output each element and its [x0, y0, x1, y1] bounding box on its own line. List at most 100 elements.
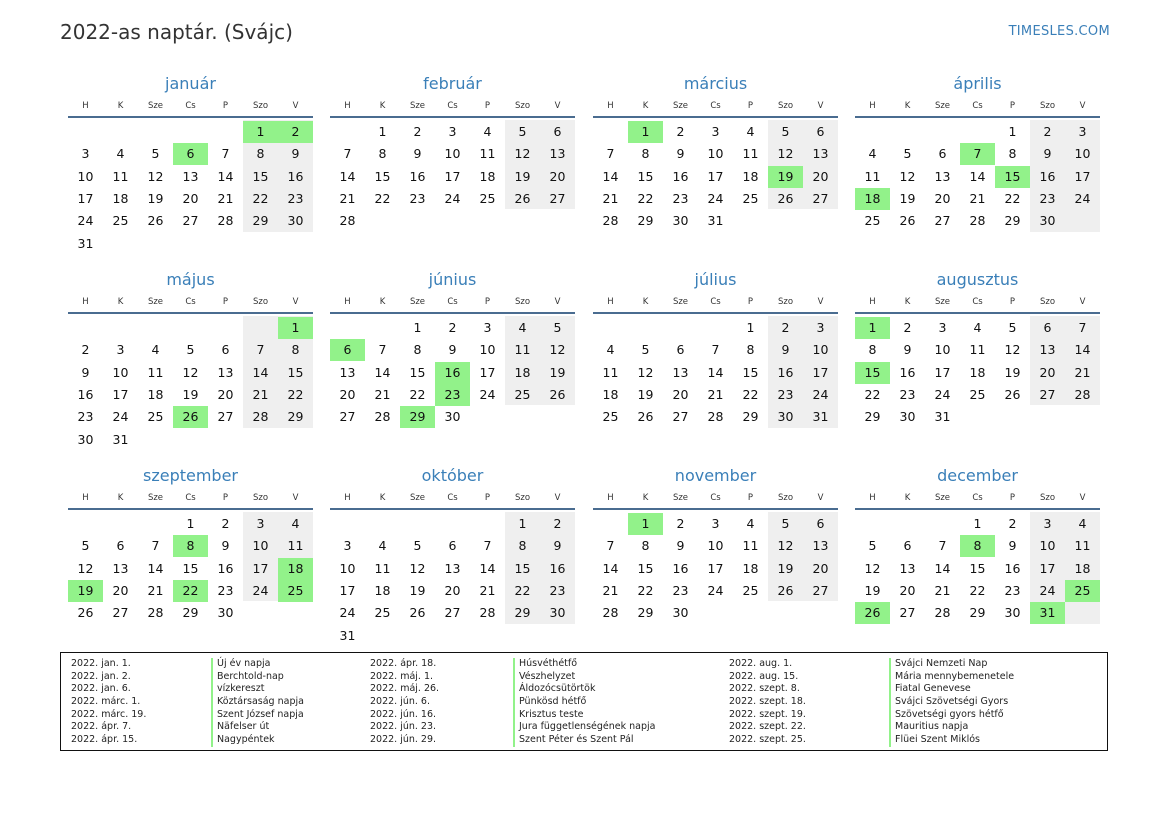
weekday-header: K — [904, 297, 911, 307]
calendar-day: 18 — [147, 386, 164, 402]
weekday-header: Sze — [409, 297, 426, 307]
calendar-day: 15 — [182, 560, 199, 576]
weekday-header: H — [607, 101, 614, 111]
calendar-day: 9 — [291, 146, 300, 162]
site-link[interactable]: TIMESLES.COM — [1008, 24, 1110, 39]
calendar-day: 23 — [287, 190, 304, 206]
header-rule — [855, 312, 1100, 314]
calendar-day: 10 — [77, 168, 94, 184]
calendar-day: 14 — [252, 364, 269, 380]
weekday-header: V — [817, 297, 824, 307]
month-name: december — [937, 466, 1018, 485]
weekday-header: Cs — [710, 297, 721, 307]
weekend-shade — [505, 316, 575, 406]
legend-date: 2022. máj. 1. — [370, 670, 434, 682]
header-rule — [68, 116, 313, 118]
calendar-day: 17 — [479, 364, 496, 380]
calendar-day: 16 — [1004, 560, 1021, 576]
calendar-day: 1 — [378, 124, 387, 139]
calendar-day: 24 — [934, 386, 951, 402]
weekday-header: Szo — [1039, 101, 1056, 111]
holiday-day: 29 — [400, 406, 435, 429]
weekday-header: H — [869, 493, 876, 503]
weekday-header: K — [379, 493, 386, 503]
calendar-day: 13 — [444, 560, 461, 576]
calendar-day: 12 — [777, 146, 794, 162]
calendar-day: 28 — [252, 409, 269, 425]
calendar-day: 12 — [549, 342, 566, 358]
legend-holiday-name: Szent József napja — [211, 708, 304, 722]
calendar-day: 7 — [378, 342, 387, 358]
weekday-header: V — [817, 101, 824, 111]
legend-names: Új év napja Berchtold-nap vízkereszt Köztár… — [211, 658, 304, 747]
weekday-header: H — [82, 493, 89, 503]
month-január: január H K Sze Cs P Szo V 1 2 3 4 5 6 7 8 9 10 11 12 13 14 15 1… — [68, 74, 313, 259]
calendar-day: 30 — [444, 409, 461, 425]
weekend-shade — [1030, 316, 1100, 406]
month-name: január — [165, 74, 216, 93]
weekday-header: K — [904, 493, 911, 503]
holiday-day: 18 — [278, 557, 313, 580]
calendar-day: 26 — [1004, 386, 1021, 402]
legend-date: 2022. jún. 23. — [370, 721, 437, 733]
calendar-day: 25 — [147, 409, 164, 425]
weekend-shade — [1030, 120, 1100, 232]
calendar-day: 9 — [1008, 538, 1017, 554]
calendar-day: 19 — [409, 582, 426, 598]
weekday-header: Cs — [972, 493, 983, 503]
calendar-day: 26 — [147, 213, 164, 229]
calendar-day: 16 — [217, 560, 234, 576]
weekday-header: Cs — [710, 493, 721, 503]
weekend-shade — [768, 512, 838, 602]
calendar-day: 22 — [287, 386, 304, 402]
holiday-day: 19 — [768, 165, 803, 188]
legend-holiday-name: Köztársaság napja — [211, 696, 304, 709]
calendar-day: 21 — [252, 386, 269, 402]
legend-dates: 2022. aug. 1. 2022. aug. 15. 2022. szept. … — [729, 658, 806, 747]
calendar-day: 28 — [147, 605, 164, 621]
calendar-day: 14 — [969, 168, 986, 184]
calendar-day: 23 — [549, 582, 566, 598]
month-november: november H K Sze Cs P Szo V 1 2 3 4 5 6 7 8 9 10 11 12 13 14 1… — [593, 466, 838, 651]
calendar-day: 11 — [602, 364, 619, 380]
calendar-day: 13 — [1039, 342, 1056, 358]
legend-dates: 2022. jan. 1. 2022. jan. 2. 2022. jan. 6. 2… — [71, 658, 146, 747]
calendar-day: 5 — [868, 538, 877, 554]
calendar-day: 25 — [969, 386, 986, 402]
weekday-header: Sze — [147, 297, 164, 307]
calendar-day: 7 — [221, 146, 230, 162]
month-name: június — [428, 270, 477, 289]
calendar-day: 20 — [812, 560, 829, 576]
calendar-day: 23 — [899, 386, 916, 402]
legend-date: 2022. máj. 26. — [370, 683, 440, 695]
calendar-day: 24 — [812, 386, 829, 402]
calendar-day: 28 — [934, 605, 951, 621]
weekday-header: H — [869, 101, 876, 111]
calendar-day: 9 — [676, 146, 685, 162]
calendar-day: 7 — [606, 538, 615, 554]
calendar-day: 12 — [147, 168, 164, 184]
calendar-day: 31 — [77, 235, 94, 251]
calendar-day: 21 — [217, 190, 234, 206]
weekday-header: P — [747, 101, 754, 111]
month-name: november — [674, 466, 757, 485]
calendar-day: 4 — [483, 124, 492, 139]
header-rule — [330, 508, 575, 510]
calendar-day: 18 — [514, 364, 531, 380]
month-október: október H K Sze Cs P Szo V 1 2 3 4 5 6 7 8 9 10 11 12 13 14 15… — [330, 466, 575, 651]
calendar-day: 9 — [781, 342, 790, 358]
holiday-day: 1 — [855, 317, 890, 339]
holiday-day: 1 — [243, 121, 278, 143]
calendar-day: 21 — [707, 386, 724, 402]
calendar-day: 29 — [637, 605, 654, 621]
month-augusztus: augusztus H K Sze Cs P Szo V 1 2 3 4 5 6 7 8 9 10 11 12 13 14… — [855, 270, 1100, 455]
weekday-header: P — [1009, 297, 1016, 307]
holiday-day: 23 — [435, 383, 470, 406]
month-március: március H K Sze Cs P Szo V 1 2 3 4 5 6 7 8 9 10 11 12 13 14 15… — [593, 74, 838, 259]
calendar-day: 19 — [899, 190, 916, 206]
calendar-day: 26 — [637, 409, 654, 425]
weekday-header: Szo — [1039, 297, 1056, 307]
weekday-header: Szo — [514, 297, 531, 307]
calendar-day: 8 — [256, 146, 265, 162]
weekday-header: V — [292, 297, 299, 307]
